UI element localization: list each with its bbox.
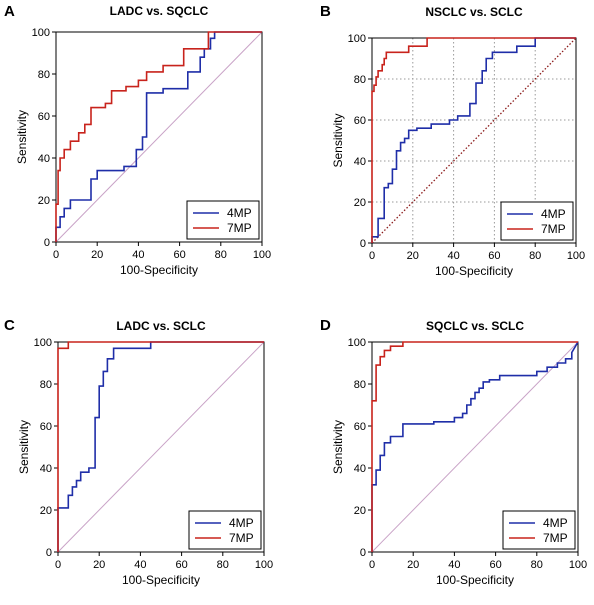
roc-panel-c: C LADC vs. SCLC 0 20 40 60 80 100 0 20 40 60 80 100 10… bbox=[4, 317, 273, 587]
panel-letter: D bbox=[320, 317, 331, 334]
x-tick-label: 60 bbox=[488, 250, 500, 262]
panel-title: NSCLC vs. SCLC bbox=[425, 5, 523, 19]
x-tick-label: 20 bbox=[407, 250, 419, 262]
roc-curve-4mp bbox=[57, 341, 264, 552]
x-tick-label: 80 bbox=[217, 559, 229, 571]
x-tick-label: 20 bbox=[91, 249, 103, 261]
panel-letter: C bbox=[4, 317, 15, 334]
y-tick-label: 60 bbox=[354, 421, 366, 433]
panel-letter: A bbox=[4, 3, 15, 20]
x-tick-label: 100 bbox=[255, 559, 273, 571]
roc-panel-a: A LADC vs. SQCLC 0 20 40 60 80 100 0 20 40 60 80 100 1… bbox=[4, 3, 271, 277]
legend-box bbox=[186, 200, 260, 240]
x-tick-label: 40 bbox=[448, 559, 460, 571]
y-tick-label: 60 bbox=[38, 111, 50, 123]
x-tick-label: 100 bbox=[569, 559, 587, 571]
x-tick-label: 0 bbox=[53, 249, 59, 261]
x-tick-label: 20 bbox=[93, 559, 105, 571]
legend-box bbox=[502, 510, 576, 550]
y-tick-label: 80 bbox=[354, 74, 366, 86]
roc-curve-4mp bbox=[371, 37, 576, 243]
y-tick-label: 40 bbox=[354, 463, 366, 475]
legend-label: 7MP bbox=[541, 222, 566, 236]
y-tick-label: 80 bbox=[38, 69, 50, 81]
x-axis-label: 100-Specificity bbox=[436, 573, 514, 587]
panel-title: LADC vs. SQCLC bbox=[110, 4, 209, 18]
panel-title: LADC vs. SCLC bbox=[116, 319, 206, 333]
y-tick-label: 20 bbox=[354, 197, 366, 209]
panel-letter: B bbox=[320, 3, 331, 20]
legend-label: 7MP bbox=[227, 221, 252, 235]
legend-label: 4MP bbox=[227, 206, 252, 220]
x-tick-label: 80 bbox=[215, 249, 227, 261]
legend-label: 4MP bbox=[541, 207, 566, 221]
y-tick-label: 60 bbox=[354, 115, 366, 127]
y-tick-label: 20 bbox=[38, 195, 50, 207]
y-tick-label: 100 bbox=[348, 33, 366, 45]
y-tick-label: 40 bbox=[38, 153, 50, 165]
x-tick-label: 100 bbox=[567, 250, 585, 262]
roc-curve-7mp bbox=[57, 341, 264, 552]
roc-curve-4mp bbox=[55, 31, 262, 242]
y-tick-label: 0 bbox=[360, 547, 366, 559]
y-tick-label: 40 bbox=[354, 156, 366, 168]
y-tick-label: 0 bbox=[46, 547, 52, 559]
legend-label: 7MP bbox=[543, 531, 568, 545]
x-tick-label: 60 bbox=[489, 559, 501, 571]
roc-panel-d: D SQCLC vs. SCLC 0 20 40 60 80 100 0 20 40 60 80 100 1… bbox=[320, 317, 587, 587]
x-tick-label: 80 bbox=[531, 559, 543, 571]
x-tick-label: 40 bbox=[447, 250, 459, 262]
x-axis-label: 100-Specificity bbox=[122, 573, 200, 587]
chance-diagonal bbox=[57, 341, 265, 553]
x-tick-label: 0 bbox=[369, 250, 375, 262]
chance-diagonal bbox=[55, 31, 263, 243]
roc-panel-b: B NSCLC vs. SCLC 0 20 40 60 80 100 0 20 40 60 80 100 1… bbox=[320, 3, 585, 278]
legend-box bbox=[188, 510, 262, 550]
panel-title: SQCLC vs. SCLC bbox=[426, 319, 524, 333]
x-tick-label: 60 bbox=[175, 559, 187, 571]
y-tick-label: 20 bbox=[40, 505, 52, 517]
x-tick-label: 40 bbox=[132, 249, 144, 261]
y-tick-label: 80 bbox=[354, 379, 366, 391]
legend-box bbox=[500, 201, 574, 241]
y-axis-label: Sensitivity bbox=[331, 420, 345, 474]
x-tick-label: 60 bbox=[173, 249, 185, 261]
y-tick-label: 0 bbox=[360, 238, 366, 250]
x-axis-label: 100-Specificity bbox=[435, 264, 513, 278]
x-axis-label: 100-Specificity bbox=[120, 263, 198, 277]
legend-label: 4MP bbox=[229, 516, 254, 530]
y-tick-label: 100 bbox=[348, 337, 366, 349]
y-axis-label: Sensitivity bbox=[15, 110, 29, 164]
y-tick-label: 100 bbox=[32, 27, 50, 39]
roc-curve-7mp bbox=[371, 341, 578, 552]
y-tick-label: 80 bbox=[40, 379, 52, 391]
roc-curve-7mp bbox=[371, 37, 576, 243]
legend-label: 4MP bbox=[543, 516, 568, 530]
chance-diagonal bbox=[371, 37, 577, 244]
y-tick-label: 100 bbox=[34, 337, 52, 349]
y-tick-label: 0 bbox=[44, 237, 50, 249]
legend-label: 7MP bbox=[229, 531, 254, 545]
chance-diagonal bbox=[371, 341, 579, 553]
roc-curve-4mp bbox=[371, 341, 579, 552]
y-tick-label: 40 bbox=[40, 463, 52, 475]
y-tick-label: 20 bbox=[354, 505, 366, 517]
x-tick-label: 0 bbox=[369, 559, 375, 571]
roc-curve-7mp bbox=[55, 31, 262, 242]
x-tick-label: 0 bbox=[55, 559, 61, 571]
x-tick-label: 100 bbox=[253, 249, 271, 261]
y-axis-label: Sensitivity bbox=[17, 420, 31, 474]
y-tick-label: 60 bbox=[40, 421, 52, 433]
y-axis-label: Sensitivity bbox=[331, 113, 345, 167]
x-tick-label: 40 bbox=[134, 559, 146, 571]
x-tick-label: 80 bbox=[529, 250, 541, 262]
plot-frame bbox=[55, 31, 263, 243]
x-tick-label: 20 bbox=[407, 559, 419, 571]
